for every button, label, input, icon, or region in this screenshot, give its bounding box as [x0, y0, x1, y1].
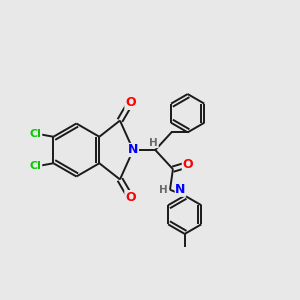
Text: H: H — [149, 138, 158, 148]
Text: N: N — [175, 183, 186, 196]
Text: O: O — [125, 96, 136, 110]
Text: N: N — [128, 143, 138, 157]
Text: H: H — [159, 185, 168, 195]
Text: Cl: Cl — [30, 161, 42, 171]
Text: O: O — [182, 158, 193, 171]
Text: Cl: Cl — [30, 129, 42, 139]
Text: O: O — [125, 190, 136, 204]
